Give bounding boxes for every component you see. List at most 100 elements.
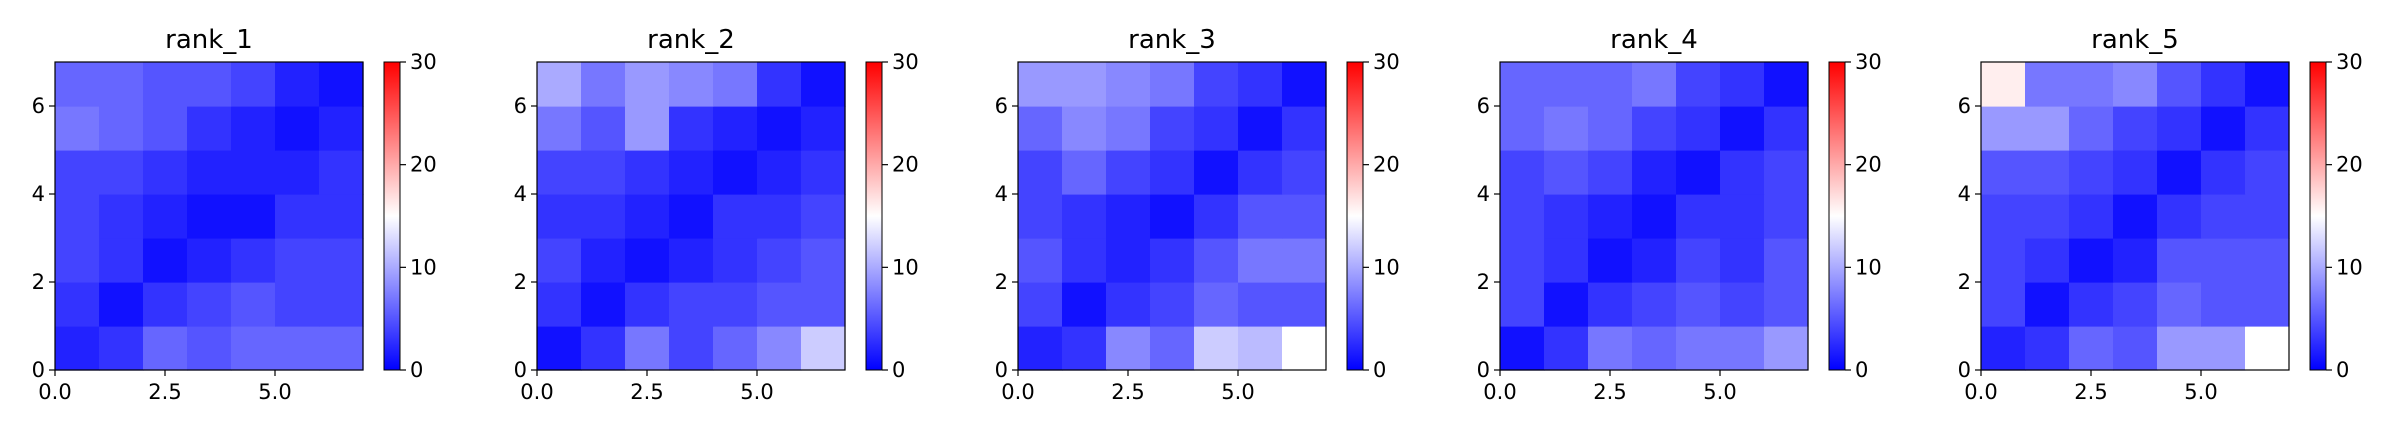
heatmap-cell [581, 62, 626, 107]
heatmap-cell [1018, 62, 1063, 107]
heatmap-cell [1764, 326, 1809, 371]
heatmap-cell [801, 194, 846, 239]
heatmap-cell [669, 194, 714, 239]
heatmap-cell [99, 194, 144, 239]
heatmap-cell [275, 326, 320, 371]
heatmap-cell [1632, 62, 1677, 107]
heatmap-cell [319, 282, 364, 327]
heatmap-cell [1720, 238, 1765, 283]
x-tick-label: 0.0 [520, 380, 553, 404]
y-tick-label: 4 [1477, 182, 1490, 206]
heatmap-cell [1150, 238, 1195, 283]
x-tick-label: 0.0 [1001, 380, 1034, 404]
colorbar-tick-label: 10 [2336, 255, 2363, 279]
heatmap-cell [1018, 194, 1063, 239]
heatmap-cell [1676, 282, 1721, 327]
colorbar-tick-label: 0 [2336, 358, 2349, 382]
heatmap-cell [1062, 150, 1107, 195]
heatmap-cell [275, 62, 320, 107]
heatmap-cell [581, 326, 626, 371]
y-tick-label: 2 [514, 270, 527, 294]
heatmap-cell [1632, 238, 1677, 283]
heatmap-cell [143, 106, 188, 151]
y-tick-label: 6 [1477, 94, 1490, 118]
heatmap-panel: rank_3 0.0 2.5 5.0 0 2 4 6 0 10 20 30 [995, 25, 1400, 404]
heatmap-cell [99, 282, 144, 327]
heatmap-cell [537, 150, 582, 195]
heatmap-cell [1544, 326, 1589, 371]
heatmap-cell [1544, 150, 1589, 195]
colorbar-tick-label: 10 [892, 255, 919, 279]
heatmap-cell [625, 238, 670, 283]
heatmap-cell [99, 326, 144, 371]
colorbar-tick-label: 30 [1373, 50, 1400, 74]
heatmap-cell [757, 326, 802, 371]
heatmap-cell [1106, 282, 1151, 327]
heatmap-cell [1194, 194, 1239, 239]
heatmap-cell [1676, 106, 1721, 151]
heatmap-cell [231, 62, 276, 107]
heatmap-cell [1062, 62, 1107, 107]
heatmap-cell [669, 238, 714, 283]
colorbar-tick-label: 10 [410, 255, 437, 279]
heatmap-cell [1981, 106, 2026, 151]
colorbar-tick-label: 0 [1855, 358, 1868, 382]
heatmap-cell [669, 106, 714, 151]
heatmap-cell [1194, 326, 1239, 371]
heatmap-cell [99, 106, 144, 151]
heatmap-cell [1018, 106, 1063, 151]
heatmap-cell [2245, 326, 2290, 371]
heatmap-cell [1194, 238, 1239, 283]
heatmap-cell [669, 62, 714, 107]
heatmap-cell [1632, 326, 1677, 371]
x-tick-label: 5.0 [1703, 380, 1736, 404]
heatmap-cell [1588, 150, 1633, 195]
heatmap-cell [537, 238, 582, 283]
y-tick-label: 6 [32, 94, 45, 118]
heatmap-cell [2025, 194, 2070, 239]
heatmap-cell [757, 150, 802, 195]
colorbar-tick-label: 30 [410, 50, 437, 74]
heatmap-cell [2113, 282, 2158, 327]
heatmap-cell [55, 106, 100, 151]
y-tick-label: 0 [1958, 358, 1971, 382]
heatmap-cell [1018, 282, 1063, 327]
y-tick-label: 2 [995, 270, 1008, 294]
heatmap-cell [1282, 106, 1327, 151]
heatmap-cell [275, 282, 320, 327]
heatmap-cell [55, 194, 100, 239]
heatmap-cell [1282, 326, 1327, 371]
colorbar [383, 61, 401, 371]
heatmap-cell [757, 238, 802, 283]
heatmap-cell [2201, 194, 2246, 239]
heatmap-cell [757, 62, 802, 107]
heatmap-cell [2201, 238, 2246, 283]
heatmap-cell [801, 326, 846, 371]
colorbar-tick-label: 30 [2336, 50, 2363, 74]
heatmap-cell [1282, 194, 1327, 239]
y-tick-label: 0 [514, 358, 527, 382]
heatmap-cell [2025, 106, 2070, 151]
heatmap-cell [1150, 326, 1195, 371]
heatmap-cell [1764, 62, 1809, 107]
heatmap-cell [1720, 62, 1765, 107]
x-tick-label: 2.5 [630, 380, 663, 404]
heatmap-cell [2245, 62, 2290, 107]
heatmap-cell [2069, 106, 2114, 151]
x-tick-label: 2.5 [1593, 380, 1626, 404]
y-tick-label: 4 [32, 182, 45, 206]
heatmap-cell [1720, 106, 1765, 151]
heatmap-cell [2113, 194, 2158, 239]
heatmap-cell [2025, 282, 2070, 327]
heatmap-cell [1500, 62, 1545, 107]
heatmap-cell [2069, 62, 2114, 107]
heatmap-cell [1150, 150, 1195, 195]
x-tick-label: 5.0 [258, 380, 291, 404]
heatmap-cell [1238, 282, 1283, 327]
heatmap-cell [2157, 326, 2202, 371]
heatmap-cell [1544, 62, 1589, 107]
heatmap-cell [669, 150, 714, 195]
heatmap-cell [1194, 62, 1239, 107]
plot-frame [1017, 61, 1327, 371]
heatmap-cell [1500, 106, 1545, 151]
